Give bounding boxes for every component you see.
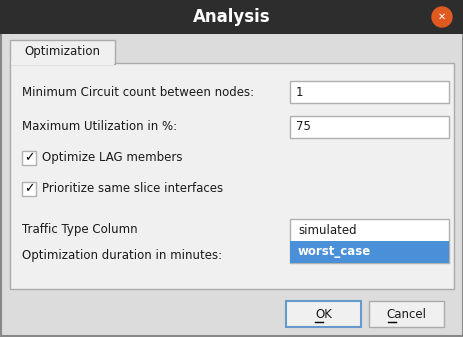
Text: Traffic Type Column: Traffic Type Column	[22, 223, 138, 237]
Text: Cancel: Cancel	[386, 307, 425, 320]
FancyBboxPatch shape	[368, 301, 443, 327]
FancyBboxPatch shape	[289, 219, 448, 263]
FancyBboxPatch shape	[22, 182, 36, 196]
Text: 1: 1	[295, 86, 303, 98]
Text: ✓: ✓	[24, 152, 34, 164]
Text: ✕: ✕	[437, 12, 445, 22]
Text: OK: OK	[314, 307, 331, 320]
Text: Prioritize same slice interfaces: Prioritize same slice interfaces	[42, 183, 223, 195]
Circle shape	[431, 7, 451, 27]
Text: Analysis: Analysis	[193, 8, 270, 26]
FancyBboxPatch shape	[10, 40, 115, 64]
Text: Maximum Utilization in %:: Maximum Utilization in %:	[22, 121, 177, 133]
FancyBboxPatch shape	[285, 301, 360, 327]
FancyBboxPatch shape	[0, 0, 463, 34]
Text: 75: 75	[295, 121, 310, 133]
FancyBboxPatch shape	[22, 151, 36, 165]
FancyBboxPatch shape	[289, 81, 448, 103]
Text: Optimize LAG members: Optimize LAG members	[42, 152, 182, 164]
Text: Optimization duration in minutes:: Optimization duration in minutes:	[22, 249, 222, 263]
Text: Minimum Circuit count between nodes:: Minimum Circuit count between nodes:	[22, 86, 254, 98]
FancyBboxPatch shape	[10, 63, 453, 289]
Text: worst_case: worst_case	[297, 245, 370, 258]
Text: Optimization: Optimization	[25, 45, 100, 59]
FancyBboxPatch shape	[289, 116, 448, 138]
Text: ✓: ✓	[24, 183, 34, 195]
FancyBboxPatch shape	[11, 62, 114, 65]
FancyBboxPatch shape	[289, 241, 448, 263]
Text: simulated: simulated	[297, 223, 356, 237]
